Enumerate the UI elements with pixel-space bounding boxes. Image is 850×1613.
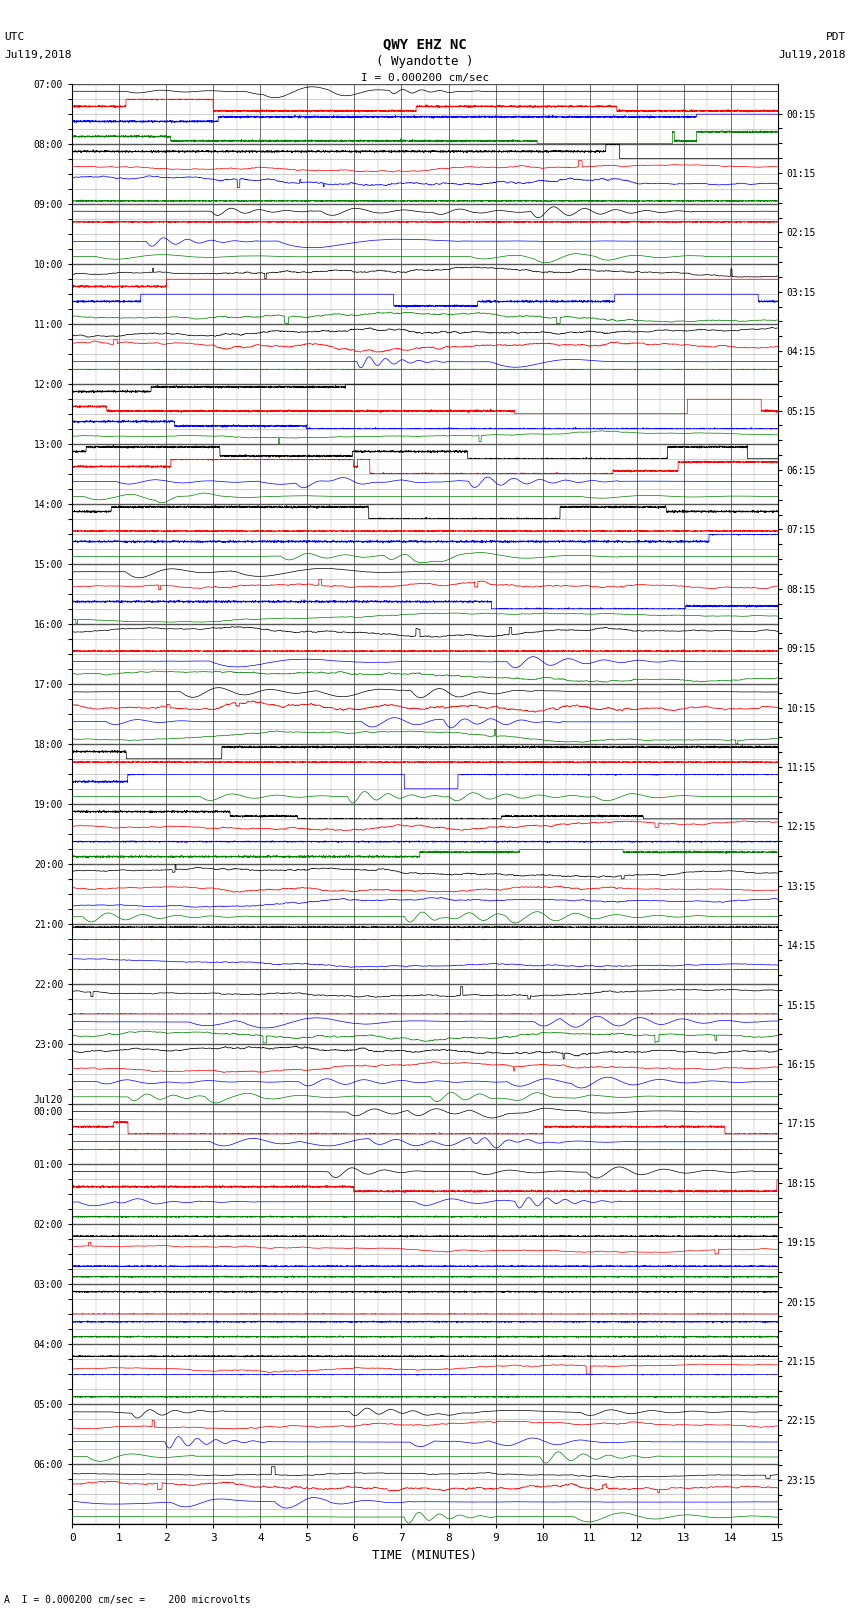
Text: Jul19,2018: Jul19,2018 bbox=[779, 50, 846, 60]
Text: Jul19,2018: Jul19,2018 bbox=[4, 50, 71, 60]
Text: ( Wyandotte ): ( Wyandotte ) bbox=[377, 55, 473, 68]
Text: UTC: UTC bbox=[4, 32, 25, 42]
Text: PDT: PDT bbox=[825, 32, 846, 42]
Text: I = 0.000200 cm/sec: I = 0.000200 cm/sec bbox=[361, 73, 489, 82]
Text: QWY EHZ NC: QWY EHZ NC bbox=[383, 37, 467, 52]
Text: A  I = 0.000200 cm/sec =    200 microvolts: A I = 0.000200 cm/sec = 200 microvolts bbox=[4, 1595, 251, 1605]
X-axis label: TIME (MINUTES): TIME (MINUTES) bbox=[372, 1548, 478, 1561]
